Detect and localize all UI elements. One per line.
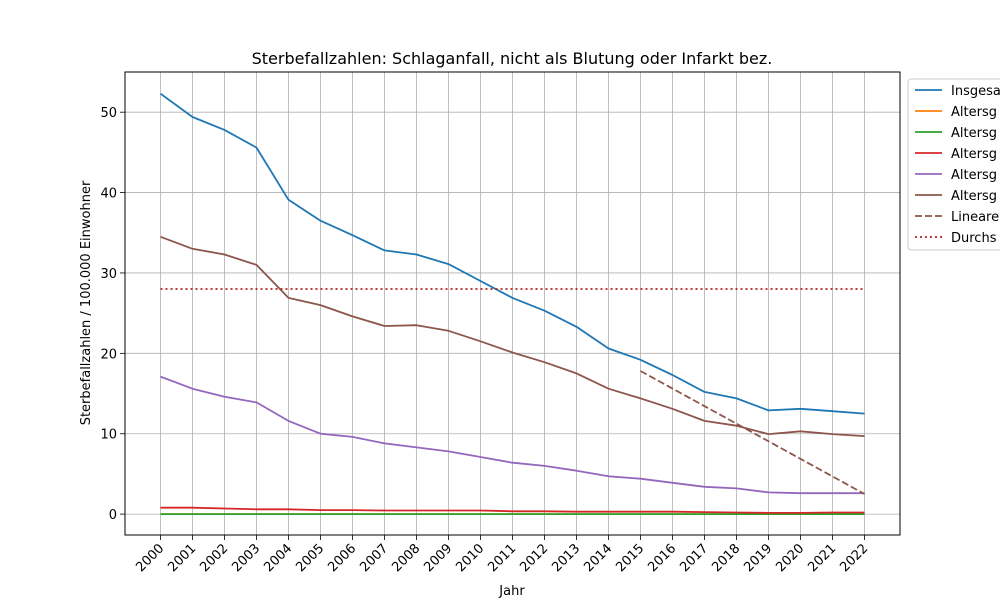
x-tick-label: 2008 — [389, 541, 423, 575]
x-tick-label: 2012 — [517, 541, 551, 575]
series-line-3 — [160, 506, 865, 514]
x-tick-label: 2014 — [581, 541, 615, 575]
legend-label-1: Altersg — [951, 105, 997, 120]
y-tick-label: 10 — [100, 428, 117, 443]
x-tick-label: 2011 — [485, 541, 519, 575]
x-tick-label: 2003 — [229, 541, 263, 575]
x-tick-label: 2022 — [837, 541, 871, 575]
x-tick-label: 2017 — [677, 541, 711, 575]
chart-title: Sterbefallzahlen: Schlaganfall, nicht al… — [252, 49, 773, 68]
legend-label-5: Altersg — [951, 189, 997, 204]
series-line-6 — [640, 370, 865, 495]
x-tick-label: 2006 — [325, 541, 359, 575]
y-tick-label: 40 — [100, 187, 117, 202]
x-axis-title: Jahr — [498, 584, 525, 599]
x-tick-label: 2021 — [805, 541, 839, 575]
y-tick-label: 20 — [100, 347, 117, 362]
y-tick-label: 50 — [100, 106, 117, 121]
legend-label-6: Lineare — [951, 210, 999, 225]
series-layer — [159, 92, 865, 515]
x-tick-label: 2000 — [133, 541, 167, 575]
legend-label-3: Altersg — [951, 147, 997, 162]
x-tick-label: 2007 — [357, 541, 391, 575]
legend-label-2: Altersg — [951, 126, 997, 141]
x-tick-label: 2018 — [709, 541, 743, 575]
grid — [125, 72, 900, 535]
x-tick-label: 2005 — [293, 541, 327, 575]
axis-ticks: 2000200120022003200420052006200720082009… — [100, 106, 871, 575]
legend-label-0: Insgesa — [951, 84, 1000, 99]
y-tick-label: 30 — [100, 267, 117, 282]
x-tick-label: 2015 — [613, 541, 647, 575]
legend-label-7: Durchs — [951, 231, 997, 246]
x-tick-label: 2010 — [453, 541, 487, 575]
x-tick-label: 2004 — [261, 541, 295, 575]
x-tick-label: 2020 — [773, 541, 807, 575]
y-axis-title: Sterbefallzahlen / 100.000 Einwohner — [79, 180, 94, 425]
x-tick-label: 2009 — [421, 541, 455, 575]
x-tick-label: 2013 — [549, 541, 583, 575]
y-tick-label: 0 — [109, 508, 117, 523]
legend: Insgesa Altersg Altersg Altersg Altersg Alter… — [907, 78, 1000, 251]
x-tick-label: 2016 — [645, 541, 679, 575]
x-tick-label: 2002 — [197, 541, 231, 575]
x-tick-label: 2001 — [165, 541, 199, 575]
series-line-4 — [160, 375, 865, 495]
legend-label-4: Altersg — [951, 168, 997, 183]
series-line-0 — [159, 92, 865, 415]
legend-box — [907, 78, 1000, 251]
x-tick-label: 2019 — [741, 541, 775, 575]
series-line-5 — [160, 235, 865, 437]
